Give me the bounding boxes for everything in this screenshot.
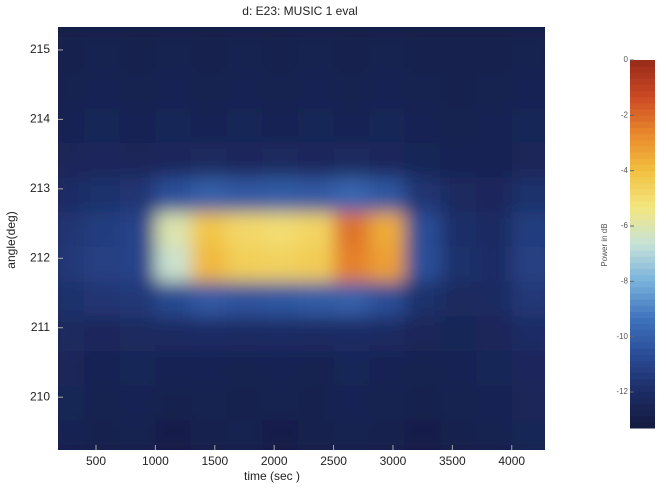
colorbar-swatch — [630, 158, 655, 165]
colorbar-tick-label: -10 — [616, 332, 628, 341]
colorbar-swatch — [630, 102, 655, 110]
x-tick-label: 4000 — [498, 454, 525, 468]
colorbar-swatch — [630, 250, 655, 257]
x-tick-label: 3500 — [439, 454, 466, 468]
colorbar-swatch — [630, 311, 655, 319]
y-tick-label: 211 — [31, 320, 50, 334]
colorbar-swatch — [630, 72, 655, 79]
x-tick-label: 1000 — [142, 454, 169, 468]
heatmap — [58, 27, 545, 450]
x-tick-label: 2500 — [320, 454, 347, 468]
x-tick-label: 2000 — [261, 454, 288, 468]
colorbar-swatch — [630, 366, 655, 374]
colorbar-swatch — [630, 317, 655, 325]
colorbar-swatch — [630, 176, 655, 184]
colorbar-swatch — [630, 286, 655, 294]
y-tick-label: 214 — [30, 112, 50, 126]
colorbar-swatch — [630, 415, 655, 423]
y-tick-label: 210 — [30, 389, 50, 403]
colorbar-swatch — [630, 127, 655, 135]
colorbar-swatch — [630, 139, 655, 147]
colorbar-tick-label: -12 — [616, 387, 628, 396]
colorbar-swatch — [630, 342, 655, 349]
colorbar-swatch — [630, 268, 655, 276]
colorbar-swatch — [630, 305, 655, 312]
colorbar: 0 -2 -4 -6 -8 -10 -12 — [616, 55, 655, 429]
colorbar-swatch — [630, 90, 655, 98]
y-tick-label: 212 — [30, 250, 50, 264]
x-tick-label: 3000 — [380, 454, 407, 468]
colorbar-swatch — [630, 397, 655, 404]
colorbar-swatch — [630, 188, 655, 196]
colorbar-swatch — [630, 231, 655, 239]
colorbar-swatch — [630, 78, 655, 86]
colorbar-swatch — [630, 329, 655, 337]
colorbar-tick-label: -4 — [621, 166, 629, 175]
colorbar-swatch — [630, 262, 655, 270]
colorbar-swatch — [630, 133, 655, 141]
colorbar-swatch — [630, 403, 655, 411]
colorbar-swatch — [630, 336, 655, 343]
colorbar-swatch — [630, 201, 655, 208]
colorbar-swatch — [630, 152, 655, 159]
colorbar-swatch — [630, 256, 655, 263]
colorbar-swatch — [630, 274, 655, 282]
colorbar-swatch — [630, 121, 655, 128]
y-axis-label: angle(deg) — [4, 211, 18, 268]
colorbar-swatch — [630, 378, 655, 386]
colorbar-swatch — [630, 213, 655, 220]
colorbar-swatch — [630, 115, 655, 122]
colorbar-swatch — [630, 84, 655, 92]
colorbar-tick-label: -8 — [621, 276, 629, 285]
chart-title: d: E23: MUSIC 1 eval — [242, 4, 357, 18]
colorbar-label: Power in dB — [600, 223, 609, 266]
colorbar-swatch — [630, 409, 655, 417]
colorbar-swatch — [630, 360, 655, 368]
colorbar-swatch — [630, 96, 655, 104]
colorbar-swatch — [630, 299, 655, 306]
colorbar-swatch — [630, 170, 655, 178]
colorbar-swatch — [630, 109, 655, 116]
colorbar-swatch — [630, 194, 655, 202]
colorbar-swatch — [630, 207, 655, 214]
colorbar-swatch — [630, 164, 655, 171]
colorbar-swatch — [630, 145, 655, 153]
colorbar-swatch — [630, 348, 655, 355]
x-tick-label: 1500 — [201, 454, 228, 468]
colorbar-swatch — [630, 391, 655, 398]
colorbar-swatch — [630, 385, 655, 392]
x-tick-label: 500 — [86, 454, 106, 468]
colorbar-tick-label: -6 — [621, 221, 629, 230]
colorbar-swatch — [630, 372, 655, 380]
y-tick-label: 215 — [30, 42, 50, 56]
colorbar-swatch — [630, 66, 655, 73]
colorbar-swatch — [630, 421, 655, 429]
colorbar-swatch — [630, 182, 655, 190]
x-axis-label: time (sec ) — [244, 469, 300, 483]
colorbar-tick-label: 0 — [624, 55, 629, 64]
colorbar-swatch — [630, 280, 655, 288]
colorbar-swatch — [630, 237, 655, 245]
colorbar-swatch — [630, 354, 655, 362]
heatmap-cells — [58, 27, 545, 450]
colorbar-tick-label: -2 — [621, 110, 629, 119]
y-tick-label: 213 — [30, 181, 50, 195]
colorbar-swatch — [630, 60, 655, 67]
colorbar-swatch — [630, 244, 655, 251]
colorbar-swatch — [630, 219, 655, 227]
colorbar-swatch — [630, 293, 655, 300]
colorbar-swatch — [630, 323, 655, 331]
colorbar-swatch — [630, 225, 655, 233]
heat-cell — [511, 27, 545, 74]
